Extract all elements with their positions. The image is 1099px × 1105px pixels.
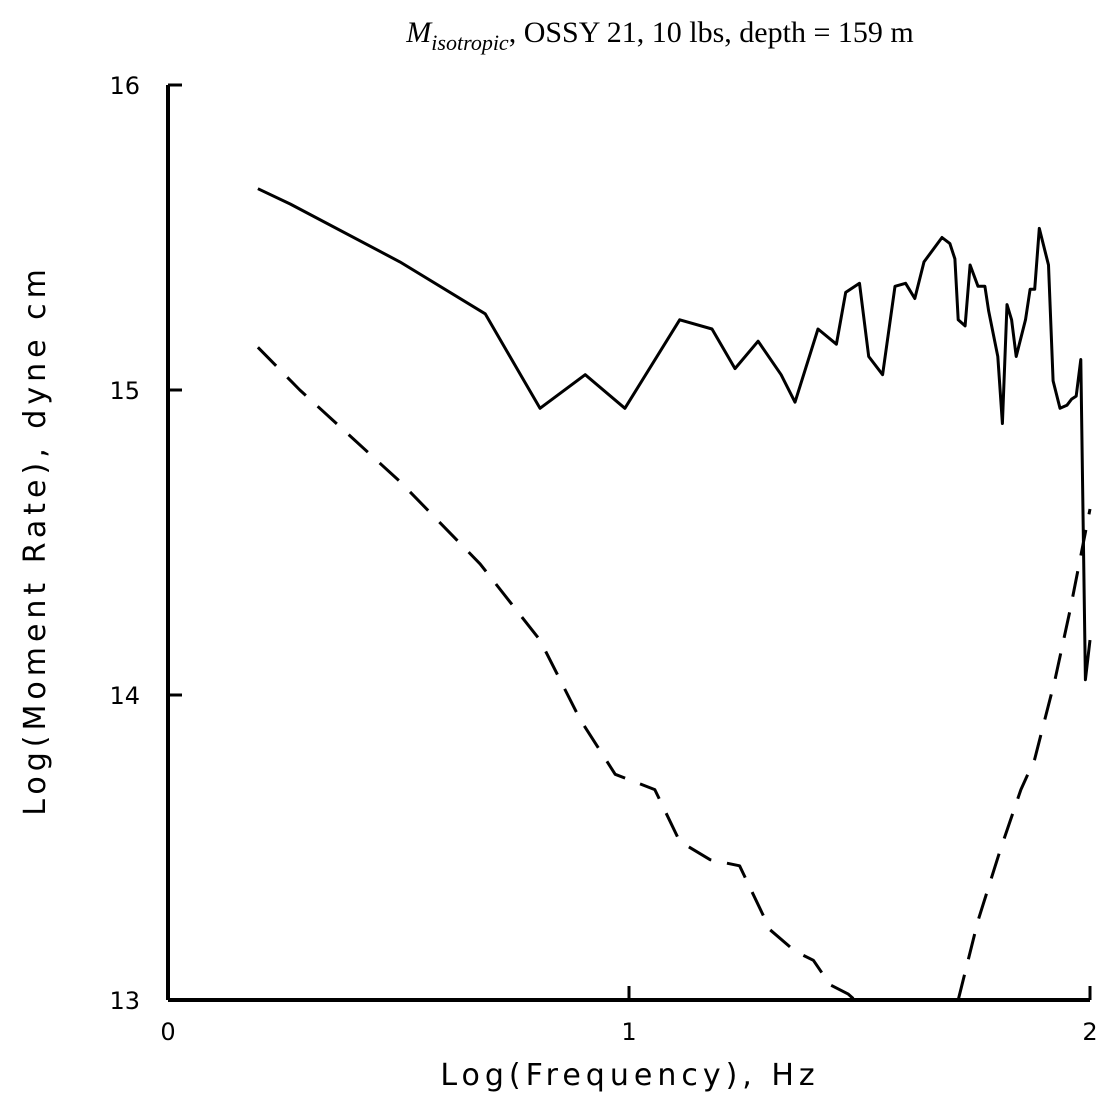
y-tick-label: 15 [109, 377, 140, 405]
x-tick-label: 0 [160, 1018, 175, 1046]
x-tick-label: 1 [621, 1018, 636, 1046]
title-subscript: isotropic [431, 30, 509, 55]
y-tick-label: 16 [109, 72, 140, 100]
series-line [257, 187, 1092, 682]
plot-area [256, 187, 1092, 1002]
y-tick-label: 13 [109, 987, 140, 1015]
x-axis-label: Log(Frequency), Hz [440, 1058, 819, 1093]
chart-title: Misotropic, OSSY 21, 10 lbs, depth = 159… [405, 16, 913, 55]
title-text: , OSSY 21, 10 lbs, depth = 159 m [509, 16, 914, 49]
title-symbol: M [405, 16, 433, 49]
series-line [256, 346, 1092, 1002]
y-axis-label: Log(Moment Rate), dyne cm [18, 264, 53, 816]
x-tick-label: 2 [1082, 1018, 1097, 1046]
y-tick-label: 14 [109, 682, 140, 710]
